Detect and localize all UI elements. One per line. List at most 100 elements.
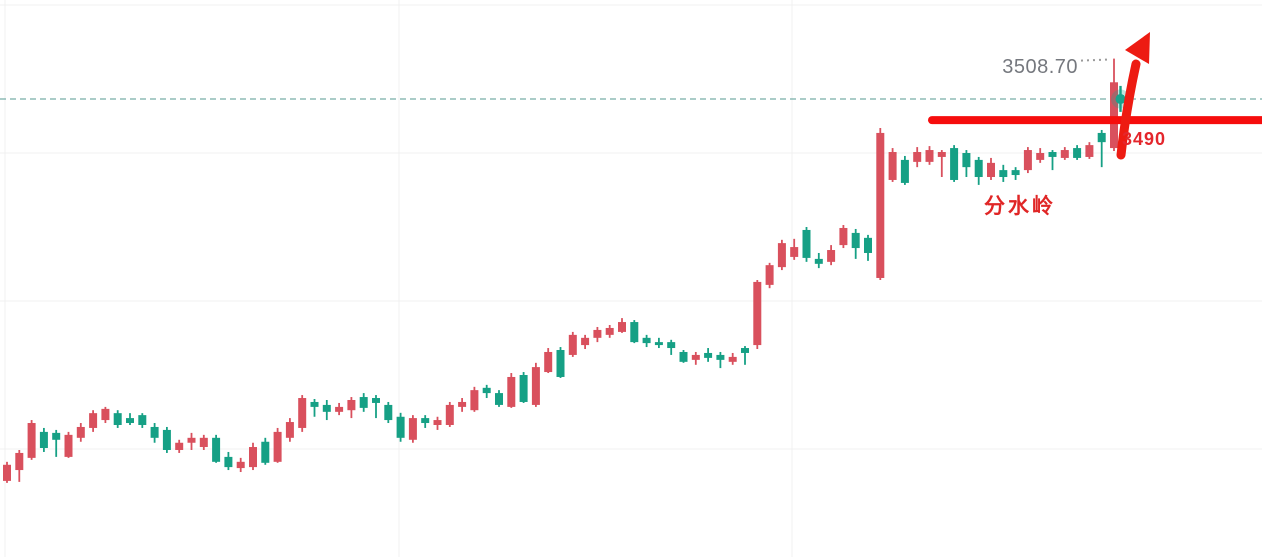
candle-body-down <box>384 404 393 421</box>
candle-body-up <box>187 437 196 443</box>
candle-body-up <box>236 461 245 469</box>
candle-body-up <box>790 247 799 257</box>
candle-body-up <box>544 351 553 373</box>
candle-body-down <box>667 342 676 349</box>
candle-body-down <box>1073 148 1082 158</box>
candle-body-up <box>925 150 934 162</box>
candle-body-down <box>900 159 909 183</box>
candle-body-up <box>408 418 417 440</box>
candle-body-down <box>126 418 134 424</box>
candle-body-up <box>249 447 257 468</box>
candle-body-up <box>445 404 454 425</box>
candle-body-up <box>76 426 85 438</box>
candle-body-up <box>581 337 590 346</box>
candle-body-up <box>827 250 836 262</box>
candle-body-up <box>89 413 98 428</box>
candle-body-up <box>728 356 737 362</box>
candle-body-down <box>741 348 749 353</box>
up-arrow-shaft <box>1116 59 1141 160</box>
candle-body-up <box>593 329 602 338</box>
candle-body-up <box>691 354 700 360</box>
candle-body-up <box>3 464 11 481</box>
candle-body-down <box>212 437 221 462</box>
candle-body-down <box>372 398 380 403</box>
candle-body-down <box>261 441 270 463</box>
candle-body-up <box>1060 150 1069 158</box>
candle-body-down <box>802 229 811 258</box>
candle-body-down <box>1097 132 1106 143</box>
candle-body-down <box>556 350 565 377</box>
up-arrow-head <box>1125 32 1150 64</box>
candle-body-down <box>138 415 147 425</box>
candle-body-up <box>753 281 762 346</box>
candle-body-down <box>642 337 651 344</box>
candle-body-up <box>347 399 356 411</box>
candle-body-up <box>1023 150 1032 171</box>
candle-body-up <box>913 152 922 162</box>
candle-body-down <box>113 413 122 425</box>
candle-body-down <box>630 322 639 343</box>
candle-body-down <box>864 237 872 253</box>
candle-body-down <box>495 393 503 405</box>
candle-body-up <box>765 265 774 285</box>
high-leader-dots <box>1080 58 1108 62</box>
candle-body-down <box>52 432 61 440</box>
candle-body-down <box>974 159 983 178</box>
candle-body-up <box>1036 153 1045 160</box>
candle-body-down <box>519 375 528 402</box>
candle-body-up <box>458 401 467 407</box>
candle-body-up <box>285 422 294 438</box>
candle-body-up <box>199 437 208 448</box>
candle-body-up <box>1085 145 1094 157</box>
high-price-label: 3508.70 <box>1002 56 1078 78</box>
candle-body-down <box>396 416 405 438</box>
candle-body-down <box>39 431 48 449</box>
candle-body-up <box>839 227 848 246</box>
candle-body-up <box>335 406 344 412</box>
candle-body-up <box>605 327 614 335</box>
candle-body-up <box>273 431 282 462</box>
candle-body-up <box>888 152 897 180</box>
resistance-level-label: 3490 <box>1122 129 1167 149</box>
candle-body-up <box>987 162 995 178</box>
candle-body-up <box>101 408 110 421</box>
candle-body-down <box>150 426 159 438</box>
candle-body-up <box>937 152 946 157</box>
candle-body-down <box>310 401 319 407</box>
candle-body-down <box>1048 152 1057 157</box>
candle-body-down <box>359 397 368 408</box>
candle-body-up <box>876 132 885 278</box>
candle-body-up <box>433 420 442 425</box>
candle-body-down <box>950 148 959 180</box>
candle-body-down <box>482 387 491 394</box>
candle-body-up <box>470 390 479 411</box>
candle-body-up <box>175 442 184 450</box>
candle-body-down <box>814 258 823 264</box>
candle-body-down <box>654 342 663 346</box>
candle-body-down <box>716 354 725 360</box>
candle-body-up <box>507 376 516 407</box>
candle-body-down <box>851 232 860 249</box>
candle-body-up <box>298 398 307 428</box>
candle-body-up <box>531 367 540 405</box>
candle-body-up <box>568 334 577 355</box>
candle-body-up <box>27 423 36 458</box>
candle-body-up <box>618 322 626 332</box>
candle-body-down <box>322 404 331 412</box>
candle-body-up <box>15 452 24 471</box>
candle-body-up <box>777 243 786 268</box>
candle-body-down <box>704 352 713 358</box>
current-price-dot <box>1115 94 1126 105</box>
candle-body-up <box>64 434 73 457</box>
candle-body-down <box>999 170 1008 178</box>
candle-body-down <box>224 456 233 468</box>
candle-body-down <box>679 351 688 362</box>
candle-body-up <box>1110 82 1118 149</box>
watershed-label: 分水岭 <box>984 195 1056 218</box>
candle-body-down <box>962 153 971 168</box>
candle-body-down <box>421 418 430 424</box>
candle-body-down <box>162 429 171 450</box>
candle-body-down <box>1011 170 1020 176</box>
